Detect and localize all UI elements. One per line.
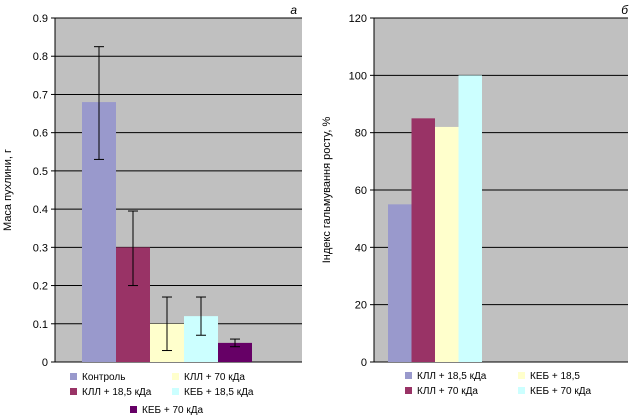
y-tick-label: 0.6 [33,128,48,140]
legend-swatch [172,373,179,380]
legend-swatch [518,387,525,394]
legend-label: КЛЛ + 70 кДа [184,372,245,383]
legend-label: КЕБ + 70 кДа [142,405,204,416]
y-tick-label: 0.4 [33,204,48,216]
y-tick-label: 0.9 [33,13,48,25]
y-tick-label: 0 [42,357,48,369]
legend-label: КЛЛ + 18,5 кДа [82,387,152,398]
y-tick-label: 40 [355,242,367,254]
chart-panel-a: а Маса пухлини, г 0 0.1 0.2 0.3 0.4 0.5 0.6 0.7… [2,3,302,416]
legend-swatch [518,372,525,379]
panel-a-label: а [290,3,297,17]
y-tick-label: 120 [349,13,367,25]
chart-panel-b: б Індекс гальмування росту, % 0 20 40 60 80 1… [321,3,629,397]
legend-swatch [405,387,412,394]
legend-label: КЕБ + 18,5 [530,371,580,382]
bar [388,204,412,362]
y-tick-label: 20 [355,300,367,312]
y-tick-label: 0 [361,357,367,369]
y-tick-label: 60 [355,185,367,197]
y-tick-label: 100 [349,70,367,82]
y-tick-label: 0.5 [33,166,48,178]
panel-b-y-axis-title: Індекс гальмування росту, % [321,116,333,263]
y-tick-label: 0.2 [33,281,48,293]
legend-swatch [130,406,137,413]
bar [435,126,459,362]
y-tick-label: 0.3 [33,242,48,254]
y-tick-label: 0.7 [33,89,48,101]
panel-b-label: б [621,3,629,17]
legend-label: Контроль [82,372,125,383]
legend-swatch [70,373,77,380]
legend-label: КЕБ + 70 кДа [530,386,592,397]
legend-swatch [405,372,412,379]
legend-swatch [70,388,77,395]
legend-label: КЛЛ + 70 кДа [417,386,478,397]
legend-label: КЛЛ + 18,5 кДа [417,371,487,382]
legend-label: КЕБ + 18,5 кДа [184,387,254,398]
panel-a-y-axis-title: Маса пухлини, г [2,149,14,231]
bar [411,118,435,362]
y-tick-label: 80 [355,128,367,140]
y-tick-label: 0.8 [33,51,48,63]
legend-swatch [172,388,179,395]
y-tick-label: 0.1 [33,319,48,331]
bar [218,342,252,362]
bar [458,75,482,362]
